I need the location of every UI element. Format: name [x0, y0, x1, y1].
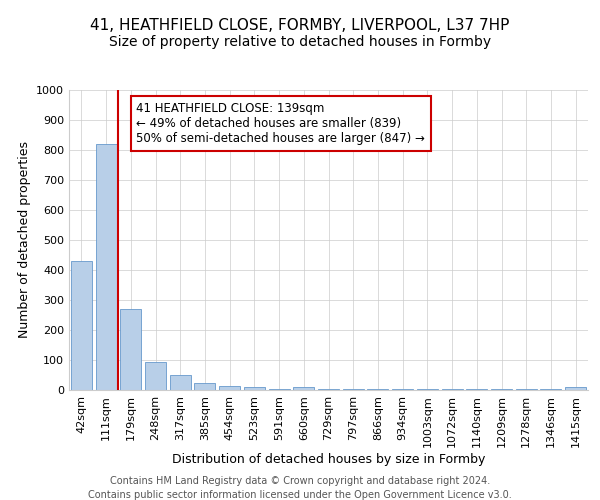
Bar: [293, 387, 314, 390]
Text: 41 HEATHFIELD CLOSE: 139sqm
← 49% of detached houses are smaller (839)
50% of se: 41 HEATHFIELD CLOSE: 139sqm ← 49% of det…: [136, 102, 425, 145]
Bar: [71, 261, 92, 390]
Text: Contains public sector information licensed under the Open Government Licence v3: Contains public sector information licen…: [88, 490, 512, 500]
Text: 41, HEATHFIELD CLOSE, FORMBY, LIVERPOOL, L37 7HP: 41, HEATHFIELD CLOSE, FORMBY, LIVERPOOL,…: [91, 18, 509, 32]
Bar: [343, 388, 364, 390]
Bar: [145, 362, 166, 390]
Bar: [170, 375, 191, 390]
Bar: [516, 388, 537, 390]
Bar: [417, 388, 438, 390]
Bar: [194, 382, 215, 390]
Bar: [491, 388, 512, 390]
Bar: [466, 388, 487, 390]
Bar: [269, 388, 290, 390]
X-axis label: Distribution of detached houses by size in Formby: Distribution of detached houses by size …: [172, 452, 485, 466]
Bar: [120, 309, 141, 390]
Bar: [541, 388, 562, 390]
Bar: [442, 388, 463, 390]
Bar: [318, 388, 339, 390]
Bar: [244, 387, 265, 390]
Bar: [367, 388, 388, 390]
Bar: [95, 144, 116, 390]
Y-axis label: Number of detached properties: Number of detached properties: [17, 142, 31, 338]
Text: Contains HM Land Registry data © Crown copyright and database right 2024.: Contains HM Land Registry data © Crown c…: [110, 476, 490, 486]
Bar: [219, 386, 240, 390]
Bar: [565, 387, 586, 390]
Bar: [392, 388, 413, 390]
Text: Size of property relative to detached houses in Formby: Size of property relative to detached ho…: [109, 35, 491, 49]
